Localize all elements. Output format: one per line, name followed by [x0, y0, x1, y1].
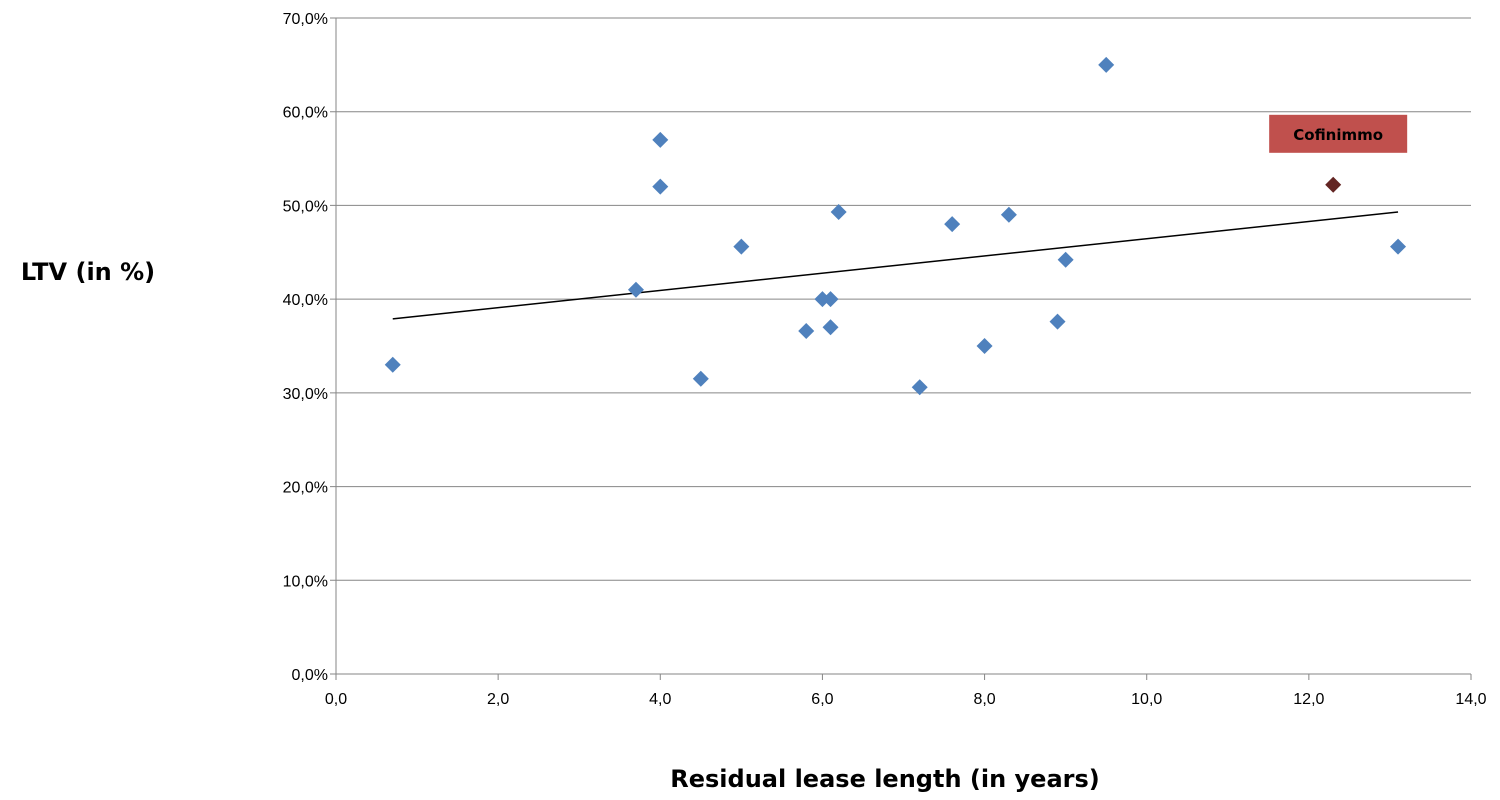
annotation-label: Cofinimmo [1293, 126, 1383, 144]
x-axis-title: Residual lease length (in years) [670, 765, 1099, 793]
annotations: Cofinimmo [1269, 114, 1408, 153]
data-point [822, 291, 839, 308]
data-point [822, 319, 839, 336]
y-tick-label: 50,0% [283, 198, 328, 215]
data-point [911, 379, 928, 396]
x-tick-label: 2,0 [487, 691, 509, 708]
data-point [1390, 238, 1407, 255]
data-point [976, 338, 993, 354]
y-tick-labels: 0,0% 10,0% 20,0% 30,0% 40,0% 50,0% 60,0% 70,0% [283, 11, 328, 684]
data-point [692, 370, 709, 387]
data-point [1057, 251, 1074, 268]
x-tick-label: 0,0 [325, 691, 347, 708]
data-point [1049, 313, 1066, 330]
data-point [652, 131, 669, 148]
x-tick-label: 6,0 [811, 691, 833, 708]
data-point [830, 203, 847, 220]
y-tick-label: 10,0% [283, 573, 328, 590]
data-point [384, 356, 401, 373]
data-points [384, 56, 1407, 396]
x-tick-label: 10,0 [1131, 691, 1162, 708]
x-tick-label: 12,0 [1293, 691, 1324, 708]
data-point [652, 178, 669, 195]
data-point [1000, 206, 1017, 223]
y-axis-title: LTV (in %) [21, 258, 155, 286]
gridlines [330, 17, 1471, 675]
data-point [798, 323, 815, 340]
y-tick-label: 0,0% [292, 667, 328, 684]
data-point [814, 291, 831, 308]
highlighted-data-point [1325, 176, 1342, 193]
x-tick-label: 14,0 [1455, 691, 1486, 708]
x-tick-labels: 0,0 2,0 4,0 6,0 8,0 10,0 12,0 14,0 [325, 691, 1487, 708]
data-point [733, 238, 750, 255]
y-tick-label: 40,0% [283, 292, 328, 309]
trendline [392, 211, 1399, 320]
annotation-box [1269, 114, 1408, 153]
y-tick-label: 70,0% [283, 11, 328, 28]
y-tick-label: 30,0% [283, 386, 328, 403]
x-tick-label: 4,0 [649, 691, 671, 708]
data-point [944, 216, 961, 233]
data-point [627, 281, 644, 298]
axes [335, 18, 1472, 680]
y-tick-label: 60,0% [283, 105, 328, 122]
x-tick-label: 8,0 [973, 691, 995, 708]
data-point [1098, 56, 1115, 73]
y-tick-label: 20,0% [283, 480, 328, 497]
